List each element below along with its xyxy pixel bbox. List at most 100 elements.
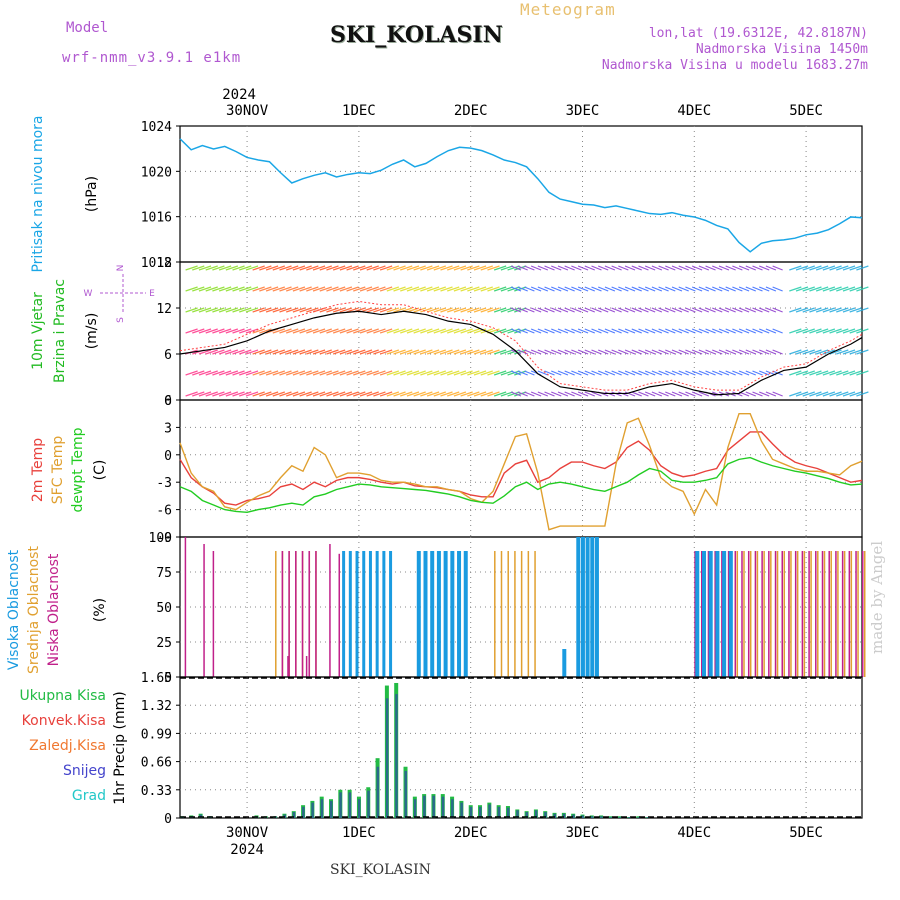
precip-bar-snow <box>432 795 435 818</box>
wind-barb <box>685 391 696 397</box>
wind-barb <box>379 370 393 376</box>
cloud-bar <box>715 551 720 677</box>
wind-barb <box>493 328 507 334</box>
precip-bar-snow <box>637 817 640 818</box>
wind-barb <box>849 349 862 355</box>
wind-barb <box>453 307 467 313</box>
wind-barb <box>712 349 723 355</box>
cloud-bar <box>810 551 812 677</box>
wind-barb <box>514 286 527 292</box>
wind-barb <box>685 286 696 292</box>
wind-barb <box>577 349 589 355</box>
wind-barb <box>802 307 815 313</box>
cloud-bar <box>443 551 448 677</box>
wind-barb <box>624 286 636 292</box>
wind-barb <box>698 349 710 355</box>
wind-barb <box>597 286 609 292</box>
wind-barb <box>393 391 406 397</box>
wind-barb <box>705 349 716 355</box>
precip-bar-snow <box>320 799 324 818</box>
wind-barb <box>530 286 542 292</box>
wind-barb <box>842 328 856 334</box>
wind-barb <box>829 391 842 397</box>
wind-barb <box>225 370 239 376</box>
wind-barb <box>500 370 514 376</box>
cloud-bar <box>500 551 503 677</box>
wind-barb <box>326 286 339 292</box>
wind-barb <box>510 286 522 292</box>
pressure-unit-label: (hPa) <box>84 176 100 212</box>
cloud-bar <box>770 551 772 677</box>
wind-barb <box>433 349 446 355</box>
wind-barb <box>413 391 426 397</box>
wind-barb <box>359 349 373 355</box>
wind-barb <box>591 286 602 292</box>
wind-barb <box>671 370 683 376</box>
wind-barb <box>671 391 683 397</box>
wind-barb <box>537 391 549 397</box>
top-date-label-3: 3DEC <box>566 103 600 119</box>
wind-barb <box>500 307 514 313</box>
wind-barb <box>517 286 528 292</box>
wind-barb <box>517 328 528 334</box>
wind-barb <box>420 328 433 334</box>
wind-barb <box>604 349 616 355</box>
wind-barb <box>198 286 212 292</box>
wind-barb <box>836 370 849 376</box>
model-label: Model <box>66 20 109 36</box>
cloud-bar <box>308 551 310 677</box>
cloud-bar <box>580 537 585 677</box>
cloud-ylabel-low: Niska Oblacnost <box>46 553 62 666</box>
wind-barb <box>252 349 265 355</box>
wind-barb <box>658 370 669 376</box>
wind-barb <box>712 391 723 397</box>
wind-barb <box>433 286 446 292</box>
temperature-panel: -9 -6 -3 0 3 6 2m Temp SFC Temp dewpt Temp (C) <box>30 394 863 546</box>
wind-barb <box>319 391 332 397</box>
wind-barb <box>440 349 453 355</box>
wind-barb <box>765 349 777 355</box>
wind-barb <box>205 286 218 292</box>
wind-barb <box>286 328 299 334</box>
wind-barb <box>618 349 629 355</box>
wind-barb <box>514 328 527 334</box>
wind-barb <box>551 265 562 271</box>
cloud-bar <box>463 551 468 677</box>
cloud-bar <box>768 551 770 677</box>
wind-barb <box>631 328 642 334</box>
wind-barb <box>192 328 205 334</box>
wind-barb <box>373 349 386 355</box>
wind-barb <box>440 328 453 334</box>
cloud-bar <box>747 551 750 677</box>
wind-barb <box>212 286 225 292</box>
wind-barb <box>752 265 763 271</box>
pressure-frame <box>179 125 863 263</box>
wind-barb <box>420 286 433 292</box>
wind-barb <box>671 286 683 292</box>
wind-barb <box>339 391 353 397</box>
wind-barb <box>611 328 622 334</box>
precip-bar-snow <box>628 817 631 818</box>
bottom-date-label-2: 2DEC <box>454 825 488 841</box>
wind-barb <box>500 349 514 355</box>
wind-barb <box>611 286 622 292</box>
bottom-date-label-4: 4DEC <box>677 825 711 841</box>
precip-bar-snow <box>330 800 333 818</box>
wind-barb <box>752 370 763 376</box>
wind-barb <box>638 307 649 313</box>
wind-barb <box>836 328 849 334</box>
wind-barb <box>795 370 809 376</box>
wind-barb <box>245 328 259 334</box>
wind-barb <box>447 370 460 376</box>
wind-barb <box>245 265 259 271</box>
wind-barb <box>789 265 802 271</box>
wind-barb <box>500 328 514 334</box>
wind-barb <box>480 349 493 355</box>
wind-barb <box>353 328 366 334</box>
wind-barb <box>306 286 319 292</box>
wind-barb <box>198 391 212 397</box>
wind-barb <box>353 286 366 292</box>
temp-unit-label: (C) <box>92 460 108 481</box>
wind-barb <box>551 391 562 397</box>
precip-legend-3: Snijeg <box>63 763 106 779</box>
